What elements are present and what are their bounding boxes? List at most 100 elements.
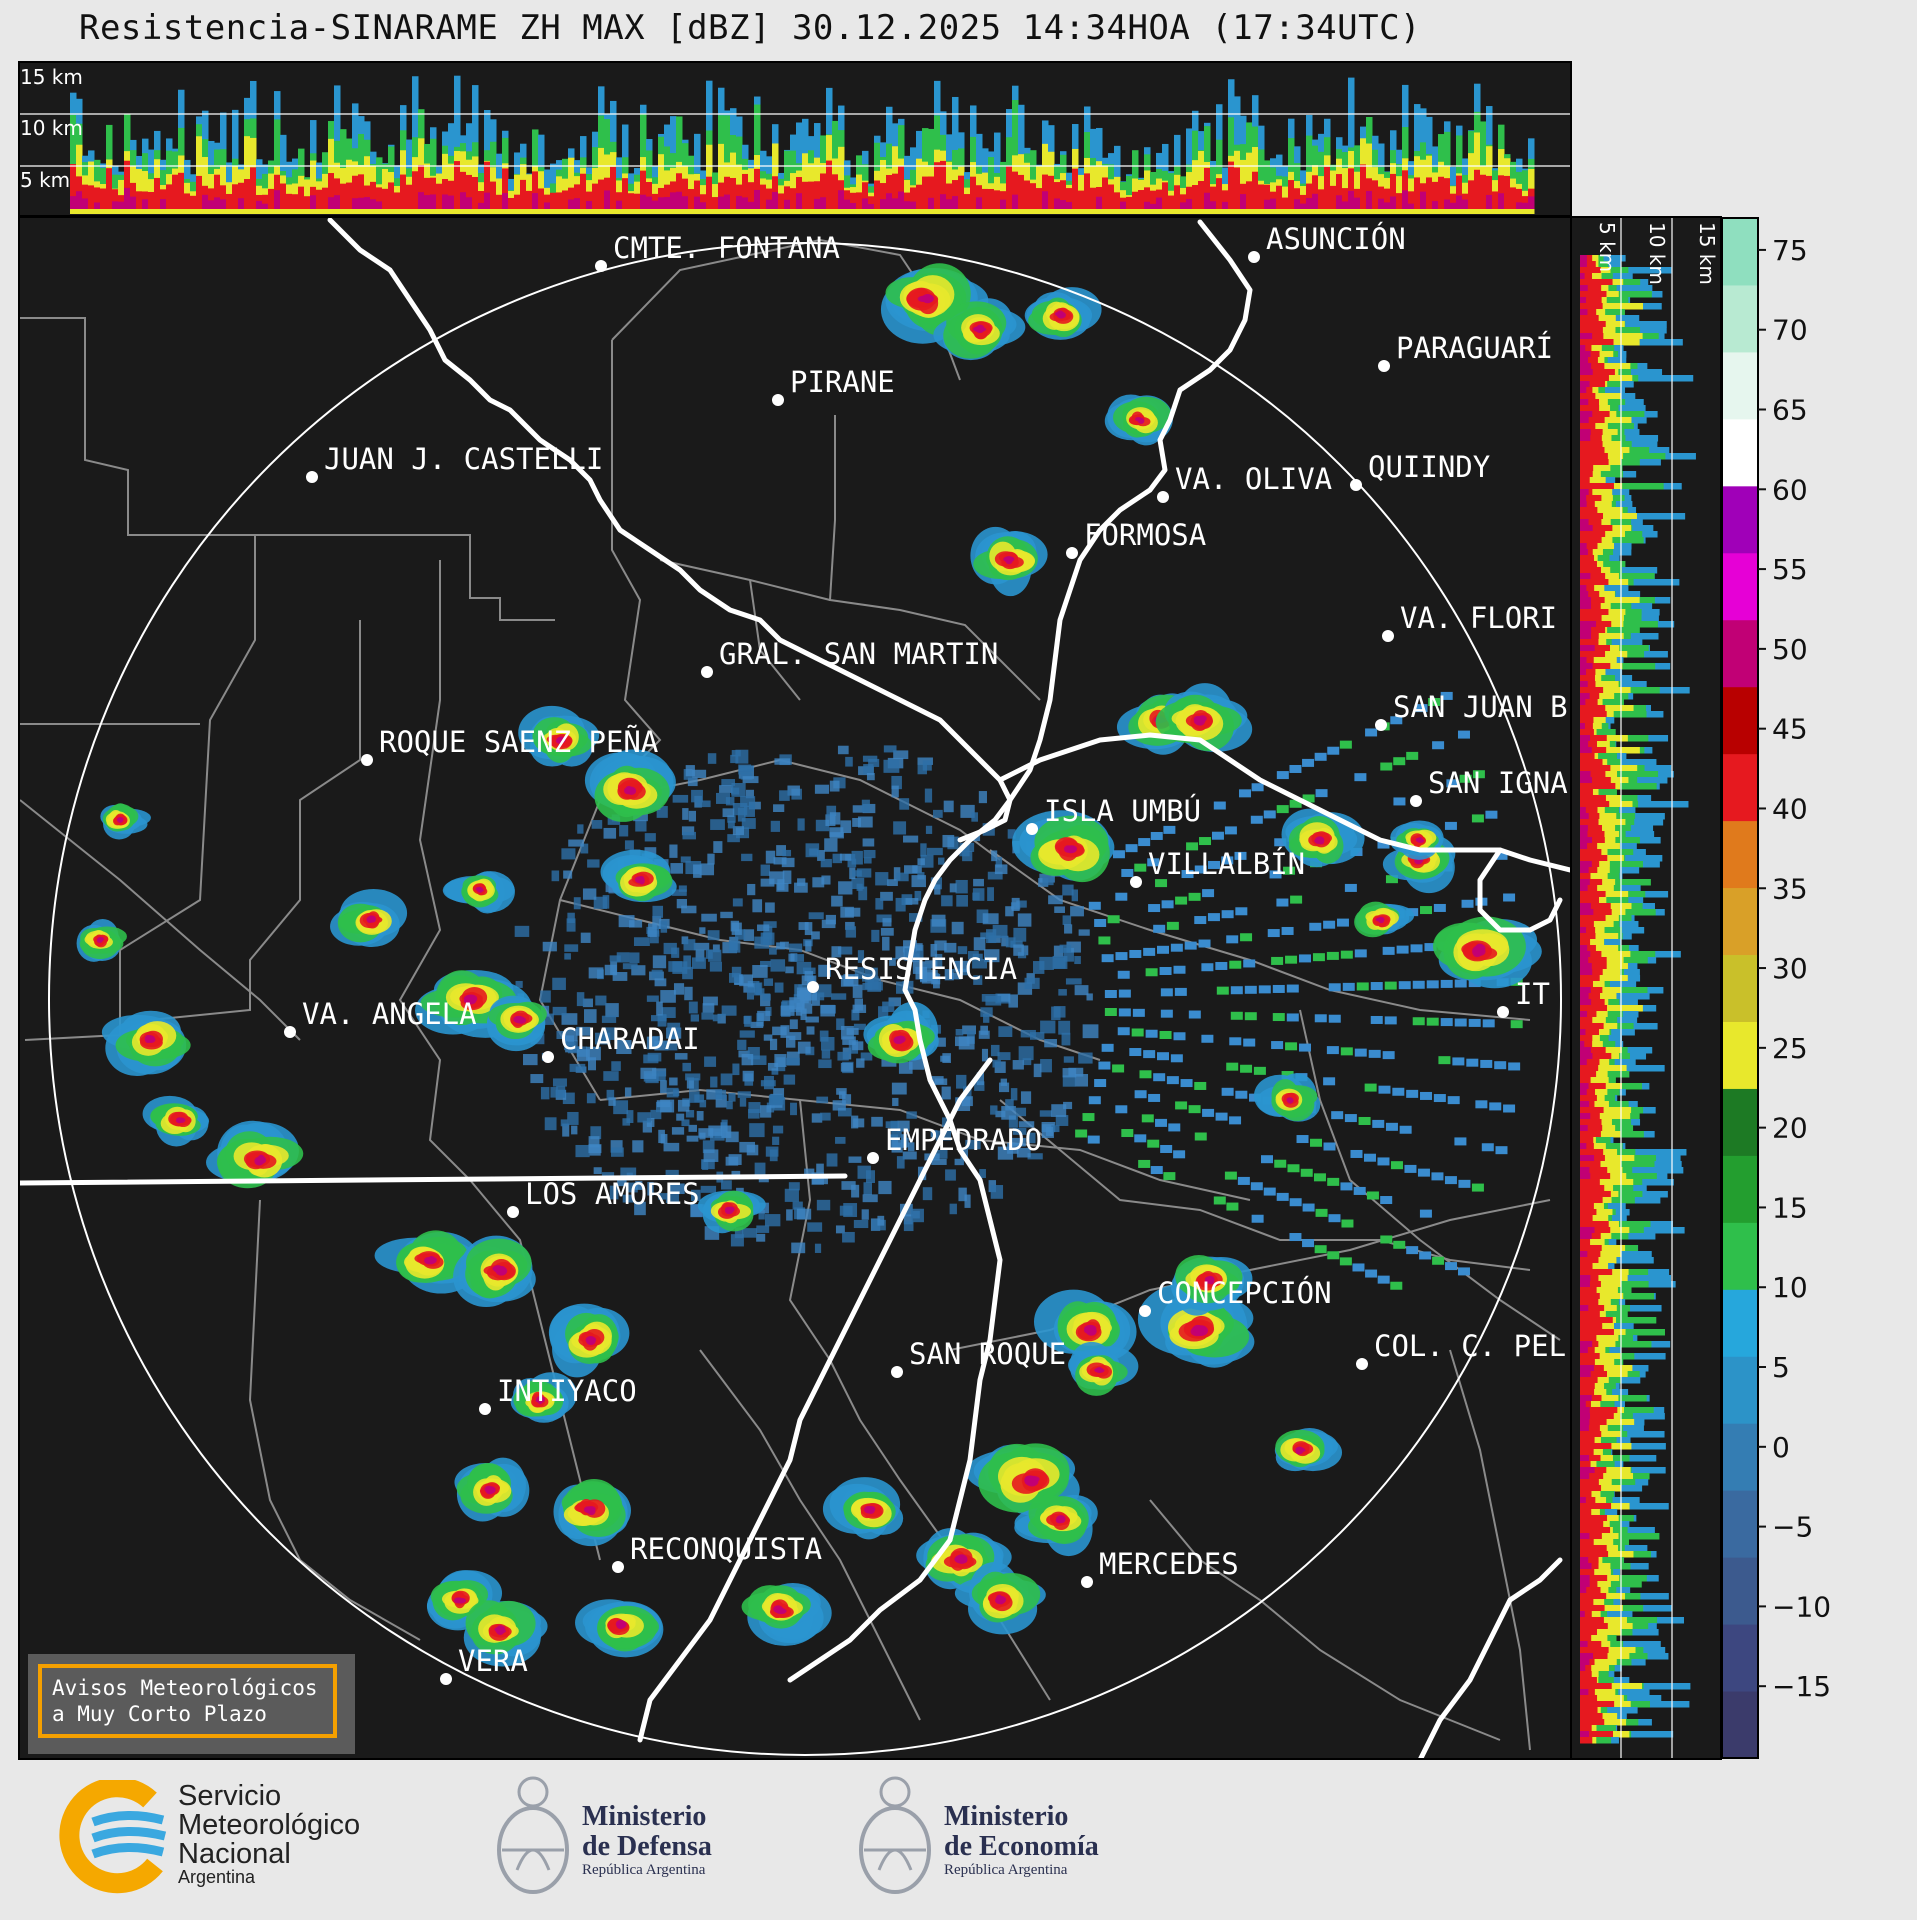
smn-sub: Argentina <box>178 1867 256 1887</box>
storm-cell <box>100 803 151 840</box>
city-label: SAN JUAN B <box>1393 690 1568 724</box>
storm-cell <box>330 889 408 947</box>
city-marker: VA. FLORI <box>1382 601 1557 642</box>
colorbar-segment <box>1722 686 1758 755</box>
city-marker: CONCEPCIÓN <box>1139 1276 1332 1317</box>
storm-cell <box>374 1230 481 1294</box>
city-label: ISLA UMBÚ <box>1044 794 1201 828</box>
city-label: VERA <box>458 1644 528 1678</box>
city-dot <box>1026 823 1038 835</box>
side-km-label-15: 15 km <box>1695 222 1719 285</box>
city-label: RESISTENCIA <box>825 952 1017 986</box>
storm-cell <box>463 1600 548 1667</box>
city-label: FORMOSA <box>1084 518 1206 552</box>
city-label: IT <box>1515 977 1550 1011</box>
city-marker: INTIYACO <box>479 1374 637 1415</box>
city-dot <box>479 1403 491 1415</box>
city-marker: ROQUE SAENZ PEÑA <box>361 725 658 766</box>
city-label: VA. FLORI <box>1400 601 1557 635</box>
side-cross-section-echoes <box>1580 255 1696 1744</box>
city-label: PIRANE <box>790 365 895 399</box>
storm-cell <box>101 1010 191 1077</box>
storm-cell <box>1014 1494 1098 1557</box>
colorbar-tick-label: 5 <box>1772 1351 1790 1384</box>
defensa-seal-icon <box>497 1776 569 1894</box>
city-dot <box>1248 251 1260 263</box>
city-label: INTIYACO <box>497 1374 637 1408</box>
notice-line-2: a Muy Corto Plazo <box>52 1702 267 1726</box>
city-dot <box>1157 491 1169 503</box>
defensa-logo-text: Ministerio de Defensa República Argentin… <box>582 1802 712 1879</box>
storm-cell <box>76 918 127 962</box>
storm-cell <box>442 871 515 914</box>
colorbar-segment <box>1722 1155 1758 1223</box>
city-marker: IT <box>1497 977 1550 1018</box>
storm-cell <box>1033 1289 1137 1368</box>
city-marker: FORMOSA <box>1066 518 1206 559</box>
colorbar-segment <box>1722 1490 1758 1558</box>
colorbar-tick-label: 60 <box>1772 473 1808 506</box>
storm-cell <box>548 1303 630 1378</box>
city-dot <box>891 1366 903 1378</box>
city-marker: RESISTENCIA <box>807 952 1017 993</box>
colorbar-tick-label: 70 <box>1772 314 1808 347</box>
city-marker: RECONQUISTA <box>612 1532 822 1573</box>
city-label: CMTE. FONTANA <box>613 231 840 265</box>
storm-cell <box>553 1479 631 1547</box>
colorbar-segment <box>1722 485 1758 554</box>
city-label: QUIINDY <box>1368 450 1490 484</box>
city-marker: GRAL. SAN MARTIN <box>701 637 998 678</box>
storm-cell <box>454 1457 530 1522</box>
city-dot <box>1375 719 1387 731</box>
city-marker: CHARADAI <box>542 1022 700 1063</box>
colorbar-segment <box>1722 954 1758 1022</box>
city-dot <box>1081 1576 1093 1588</box>
colorbar-segment <box>1722 218 1758 286</box>
city-markers: CMTE. FONTANA PIRANE ASUNCIÓN PARAGUARÍ JUAN… <box>284 222 1568 1685</box>
city-dot <box>1139 1305 1151 1317</box>
storm-cell <box>1104 394 1173 446</box>
city-marker: CMTE. FONTANA <box>595 231 840 272</box>
smn-line-3: Nacional <box>178 1838 291 1870</box>
colorbar-tick-label: 40 <box>1772 792 1808 825</box>
city-marker: PARAGUARÍ <box>1378 331 1553 372</box>
colorbar-segment <box>1722 1691 1758 1759</box>
defensa-line-1: Ministerio <box>582 1801 707 1832</box>
colorbar-tick-label: −5 <box>1772 1511 1813 1544</box>
storm-cell <box>863 1001 939 1064</box>
storm-cell <box>518 705 600 767</box>
city-marker: VA. ANGELA <box>284 997 477 1038</box>
colorbar-tick-label: 55 <box>1772 553 1808 586</box>
colorbar-tick-label: −15 <box>1772 1670 1831 1703</box>
city-marker: SAN IGNA <box>1410 766 1568 807</box>
top-cross-section-echoes <box>70 75 1535 215</box>
chart-title: Resistencia-SINARAME ZH MAX [dBZ] 30.12.… <box>78 8 1422 48</box>
notice-box: Avisos Meteorológicos a Muy Corto Plazo <box>28 1654 355 1754</box>
storm-cell <box>1024 287 1102 340</box>
economia-sub: República Argentina <box>944 1862 1068 1878</box>
city-label: CONCEPCIÓN <box>1157 1276 1332 1310</box>
city-label: VA. OLIVA <box>1175 462 1332 496</box>
city-marker: SAN JUAN B <box>1375 690 1568 731</box>
economia-line-2: de Economía <box>944 1831 1099 1862</box>
city-marker: VA. OLIVA <box>1157 462 1332 503</box>
dbz-colorbar <box>1721 217 1759 1759</box>
reflectivity-echoes <box>76 263 1542 1667</box>
city-label: ASUNCIÓN <box>1266 222 1406 256</box>
city-dot <box>1350 479 1362 491</box>
storm-cell <box>584 749 676 822</box>
side-km-label-5: 5 km <box>1595 222 1619 272</box>
storm-cell <box>600 849 677 903</box>
colorbar-segment <box>1722 1222 1758 1290</box>
city-dot <box>701 666 713 678</box>
colorbar-segment <box>1722 552 1758 621</box>
city-dot <box>595 260 607 272</box>
storm-cell <box>822 1477 904 1540</box>
storm-cell <box>415 969 533 1038</box>
storm-cell <box>1354 901 1415 938</box>
colorbar-segment <box>1722 1423 1758 1491</box>
storm-cell <box>486 995 547 1052</box>
city-marker: EMPEDRADO <box>867 1123 1042 1164</box>
colorbar-segment <box>1722 1356 1758 1424</box>
